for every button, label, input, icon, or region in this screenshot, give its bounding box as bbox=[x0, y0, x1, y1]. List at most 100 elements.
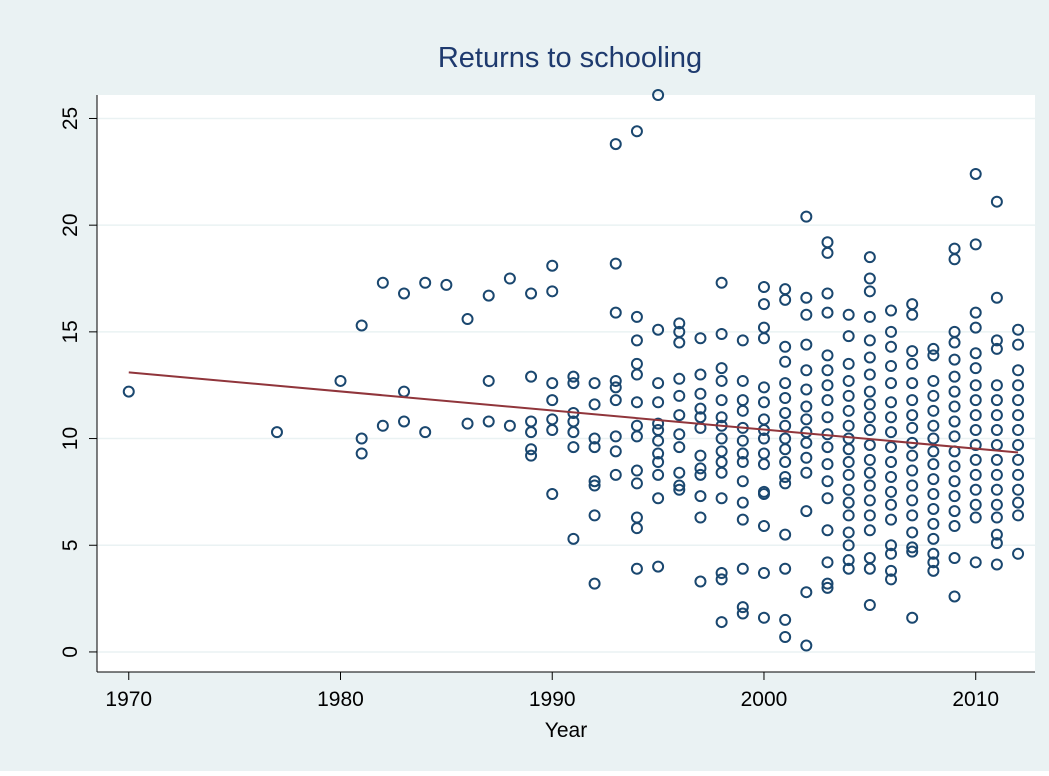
point bbox=[1012, 379, 1025, 392]
point bbox=[948, 353, 961, 366]
point bbox=[885, 377, 898, 390]
point bbox=[842, 330, 855, 343]
point bbox=[948, 490, 961, 503]
point bbox=[715, 573, 728, 586]
point bbox=[800, 436, 813, 449]
point bbox=[863, 310, 876, 323]
point bbox=[355, 447, 368, 460]
point bbox=[779, 631, 792, 644]
y-tick-label: 15 bbox=[59, 320, 82, 343]
point bbox=[800, 639, 813, 652]
point bbox=[821, 287, 834, 300]
point bbox=[885, 411, 898, 424]
point bbox=[694, 449, 707, 462]
point bbox=[482, 289, 495, 302]
point bbox=[990, 195, 1003, 208]
point bbox=[673, 317, 686, 330]
point bbox=[440, 278, 453, 291]
point bbox=[885, 304, 898, 317]
point bbox=[376, 419, 389, 432]
point bbox=[715, 276, 728, 289]
point bbox=[694, 490, 707, 503]
point bbox=[906, 479, 919, 492]
point bbox=[609, 468, 622, 481]
x-tick-label: 2000 bbox=[741, 688, 788, 711]
point bbox=[948, 460, 961, 473]
y-tick-label: 25 bbox=[59, 107, 82, 130]
point bbox=[885, 539, 898, 552]
point bbox=[969, 498, 982, 511]
point bbox=[546, 259, 559, 272]
point bbox=[990, 291, 1003, 304]
point bbox=[715, 394, 728, 407]
point bbox=[863, 411, 876, 424]
point bbox=[673, 441, 686, 454]
point bbox=[757, 520, 770, 533]
point bbox=[948, 400, 961, 413]
point bbox=[969, 409, 982, 422]
point bbox=[842, 526, 855, 539]
point bbox=[609, 445, 622, 458]
point bbox=[906, 409, 919, 422]
point bbox=[800, 210, 813, 223]
point bbox=[821, 581, 834, 594]
point bbox=[715, 466, 728, 479]
point bbox=[990, 409, 1003, 422]
chart-title: Returns to schooling bbox=[438, 42, 702, 74]
point bbox=[419, 276, 432, 289]
point bbox=[842, 483, 855, 496]
point bbox=[736, 334, 749, 347]
point bbox=[736, 607, 749, 620]
point bbox=[652, 492, 665, 505]
point bbox=[948, 385, 961, 398]
point bbox=[821, 577, 834, 590]
point bbox=[546, 488, 559, 501]
point bbox=[863, 598, 876, 611]
point bbox=[885, 426, 898, 439]
point bbox=[969, 362, 982, 375]
point bbox=[990, 334, 1003, 347]
point bbox=[757, 396, 770, 409]
point bbox=[779, 456, 792, 469]
point bbox=[800, 586, 813, 599]
point bbox=[842, 496, 855, 509]
point bbox=[821, 441, 834, 454]
point bbox=[525, 443, 538, 456]
point bbox=[842, 419, 855, 432]
point bbox=[906, 421, 919, 434]
point bbox=[630, 464, 643, 477]
point bbox=[990, 342, 1003, 355]
point bbox=[906, 345, 919, 358]
point bbox=[800, 383, 813, 396]
point bbox=[673, 336, 686, 349]
point bbox=[821, 475, 834, 488]
point bbox=[906, 541, 919, 554]
point bbox=[969, 424, 982, 437]
point bbox=[821, 492, 834, 505]
point bbox=[715, 492, 728, 505]
point bbox=[863, 285, 876, 298]
point bbox=[842, 404, 855, 417]
point bbox=[863, 424, 876, 437]
point bbox=[1012, 509, 1025, 522]
point bbox=[694, 575, 707, 588]
point bbox=[906, 308, 919, 321]
point bbox=[969, 347, 982, 360]
point bbox=[757, 432, 770, 445]
point bbox=[821, 524, 834, 537]
point bbox=[906, 464, 919, 477]
point bbox=[842, 468, 855, 481]
point bbox=[588, 398, 601, 411]
point bbox=[757, 332, 770, 345]
point bbox=[1012, 453, 1025, 466]
point bbox=[503, 419, 516, 432]
point bbox=[885, 340, 898, 353]
point bbox=[736, 601, 749, 614]
point bbox=[652, 396, 665, 409]
point bbox=[715, 566, 728, 579]
point bbox=[757, 488, 770, 501]
point bbox=[1012, 364, 1025, 377]
point bbox=[652, 468, 665, 481]
point bbox=[948, 475, 961, 488]
